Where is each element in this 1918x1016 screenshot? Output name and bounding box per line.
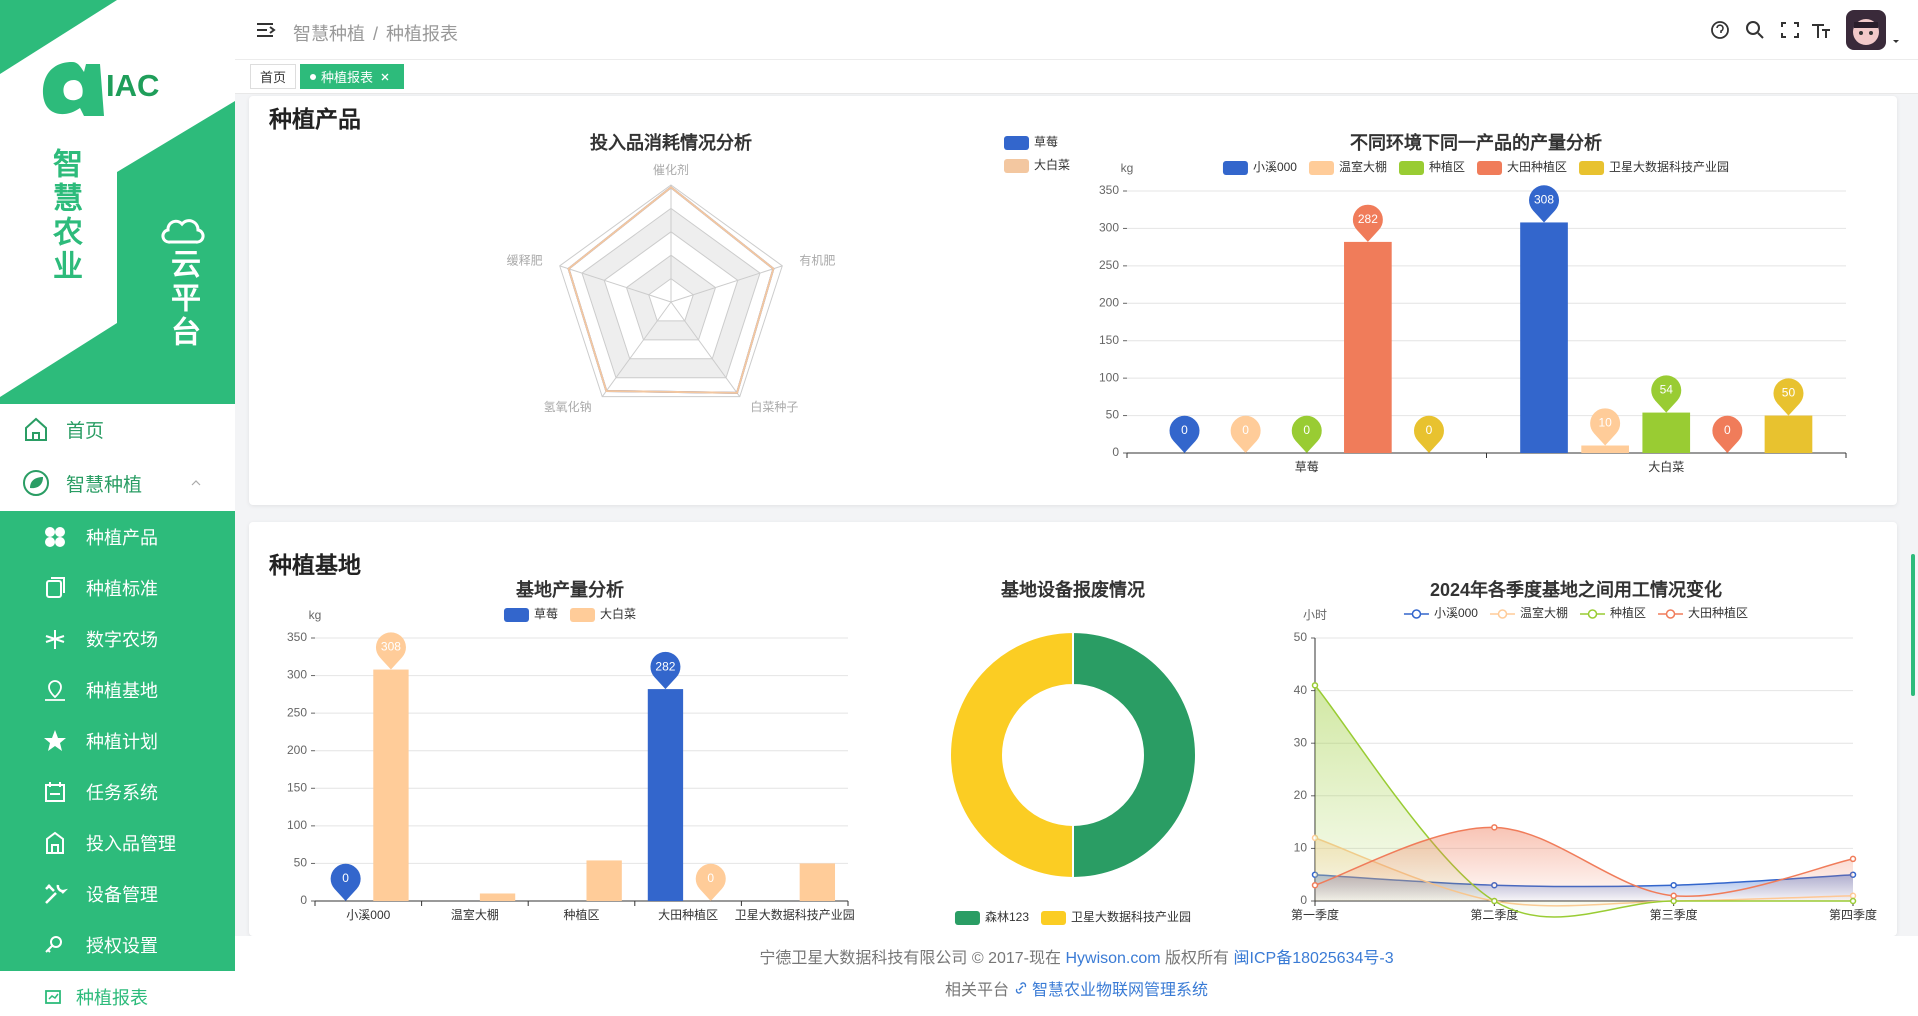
site-link[interactable]: Hywison.com xyxy=(1065,950,1161,967)
search-icon[interactable] xyxy=(1746,21,1764,39)
card xyxy=(249,96,1897,505)
breadcrumb-item[interactable]: 智慧种植 xyxy=(293,24,365,44)
breadcrumb: 智慧种植 / 种植报表 xyxy=(293,20,466,46)
report-icon xyxy=(45,990,61,1004)
submenu: 种植产品种植标准数字农场种植基地种植计划任务系统投入品管理设备管理授权设置 xyxy=(0,511,235,971)
menu-label: 种植报表 xyxy=(76,988,148,1008)
menu-icon xyxy=(45,883,68,904)
home-icon xyxy=(25,417,47,441)
related: 相关平台 xyxy=(945,982,1010,999)
tab-active[interactable]: 种植报表 xyxy=(300,64,404,89)
menu-label: 投入品管理 xyxy=(86,833,176,854)
menu-icon xyxy=(45,629,65,649)
menu-icon xyxy=(45,679,65,701)
menu-item[interactable]: 投入品管理 xyxy=(0,817,235,868)
menu-item[interactable]: 任务系统 xyxy=(0,766,235,817)
menu-icon xyxy=(46,576,65,598)
tab-dot xyxy=(310,73,316,80)
caret xyxy=(191,480,201,486)
menu-label: 任务系统 xyxy=(86,782,158,803)
toolbar xyxy=(1711,10,1899,50)
fullscreen-icon[interactable] xyxy=(1781,22,1799,38)
tab-label: 种植报表 xyxy=(321,70,374,85)
menu-item-active[interactable]: 种植报表 xyxy=(0,972,235,1016)
brand-title: 智慧农业 xyxy=(48,148,81,284)
menu-label: 智慧种植 xyxy=(66,474,143,496)
logo-mark xyxy=(43,62,104,116)
help-icon[interactable] xyxy=(1711,21,1729,39)
brand-block xyxy=(0,101,235,404)
footer: 宁德卫星大数据科技有限公司 © 2017-现在 Hywison.com 版权所有… xyxy=(235,936,1918,1016)
breadcrumb-separator: / xyxy=(373,24,379,44)
menu-icon xyxy=(44,729,66,751)
link-icon xyxy=(1015,982,1026,994)
platform-link[interactable]: 智慧农业物联网管理系统 xyxy=(1031,982,1208,999)
section-title: 种植基地 xyxy=(269,552,361,578)
tab-label: 首页 xyxy=(259,70,286,85)
brand-subtitle: 云平台 xyxy=(166,248,199,350)
scrollbar xyxy=(1911,554,1915,696)
menu-item[interactable]: 种植基地 xyxy=(0,664,235,715)
section-title: 种植产品 xyxy=(269,106,361,132)
tab-bar: 首页 种植报表 xyxy=(235,60,1918,94)
avatar[interactable] xyxy=(1846,10,1886,50)
menu-toggle[interactable] xyxy=(251,16,281,46)
menu-icon xyxy=(45,935,62,953)
tab[interactable]: 首页 xyxy=(250,64,296,89)
rights: 版权所有 xyxy=(1165,950,1230,967)
tab-close[interactable] xyxy=(373,72,393,82)
menu-label: 种植标准 xyxy=(86,578,158,599)
cloud-icon xyxy=(161,219,205,244)
menu-label: 首页 xyxy=(66,420,105,442)
menu-item[interactable]: 授权设置 xyxy=(0,919,235,970)
menu-group[interactable]: 智慧种植 xyxy=(0,458,235,508)
menu-item[interactable]: 种植计划 xyxy=(0,715,235,766)
footer-line: 相关平台 智慧农业物联网管理系统 xyxy=(235,976,1918,1000)
caret[interactable] xyxy=(1893,40,1899,43)
sidebar: IAC 智慧农业 云平台 首页 智慧种植 种植产品种植标准数字农场种植基地种植计… xyxy=(0,0,235,1016)
menu-icon xyxy=(46,831,64,854)
menu-label: 种植基地 xyxy=(86,680,158,701)
menu-item[interactable]: 设备管理 xyxy=(0,868,235,919)
menu-label: 设备管理 xyxy=(86,884,158,905)
menu-label: 数字农场 xyxy=(86,629,158,650)
logo-text: IAC xyxy=(106,68,159,103)
menu-label: 授权设置 xyxy=(86,935,158,956)
header: 智慧种植 / 种植报表 xyxy=(235,0,1918,60)
menu-item[interactable]: 种植产品 xyxy=(0,511,235,562)
corner-shape xyxy=(0,0,117,74)
font-size-icon[interactable] xyxy=(1812,24,1830,38)
menu-label: 种植计划 xyxy=(86,731,158,752)
icp-link[interactable]: 闽ICP备18025634号-3 xyxy=(1233,950,1394,967)
copyright: 宁德卫星大数据科技有限公司 © 2017-现在 xyxy=(759,950,1061,967)
group-icon xyxy=(23,470,49,496)
menu-item[interactable]: 数字农场 xyxy=(0,613,235,664)
card xyxy=(249,522,1897,936)
menu-icon xyxy=(45,781,65,802)
footer-line: 宁德卫星大数据科技有限公司 © 2017-现在 Hywison.com 版权所有… xyxy=(235,944,1918,968)
sidebar-art: IAC xyxy=(0,0,235,404)
menu-item[interactable]: 种植标准 xyxy=(0,562,235,613)
menu-item[interactable]: 首页 xyxy=(0,404,235,454)
breadcrumb-item: 种植报表 xyxy=(386,24,459,44)
menu-icon xyxy=(45,526,65,547)
menu-label: 种植产品 xyxy=(86,527,158,548)
